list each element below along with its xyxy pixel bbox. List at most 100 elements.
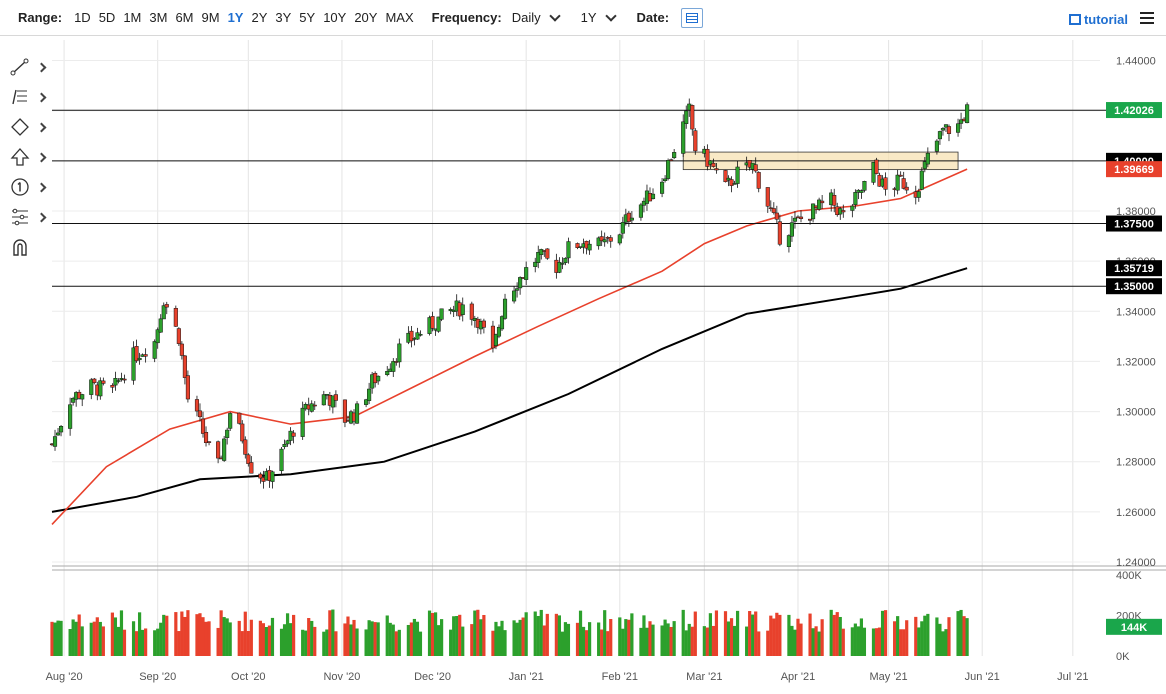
volume-bar	[162, 614, 166, 656]
tutorial-label: tutorial	[1083, 12, 1128, 27]
volume-bar	[198, 613, 202, 656]
trend-line-tool[interactable]	[10, 56, 47, 78]
range-20y[interactable]: 20Y	[354, 10, 378, 25]
magnet-tool[interactable]	[10, 236, 46, 258]
candle	[533, 261, 538, 267]
volume-bar	[841, 628, 845, 656]
volume-bar	[829, 609, 833, 656]
arrow-tool[interactable]	[10, 146, 47, 168]
volume-bar	[134, 631, 139, 656]
candle	[874, 159, 879, 174]
volume-bar	[663, 619, 667, 656]
candle	[596, 237, 601, 247]
toolbar: Range: 1D 5D 1M 3M 6M 9M 1Y 2Y 3Y 5Y 10Y 20Y MAX Fre…	[0, 0, 1166, 36]
candle	[536, 251, 541, 263]
volume-bar	[896, 616, 900, 656]
range-5d[interactable]: 5D	[98, 10, 116, 25]
candle	[587, 243, 592, 251]
volume-bar	[349, 624, 353, 656]
candle	[650, 193, 656, 200]
volume-bar	[122, 629, 127, 656]
calendar-icon[interactable]	[681, 7, 704, 28]
candle	[711, 162, 716, 167]
volume-bar	[832, 614, 836, 656]
candle	[131, 347, 136, 381]
volume-bar	[331, 609, 335, 656]
candle	[228, 413, 233, 429]
candle	[249, 462, 254, 474]
volume-bar	[575, 622, 580, 656]
candle	[216, 441, 221, 459]
candle	[200, 418, 206, 434]
volume-bar	[603, 610, 607, 656]
candle	[666, 160, 671, 179]
range-1y[interactable]: 1Y	[227, 10, 244, 25]
pitchfork-tool[interactable]	[10, 206, 47, 228]
candle	[768, 207, 773, 209]
range-1m[interactable]: 1M	[123, 10, 142, 25]
candle	[904, 186, 909, 191]
candle	[850, 205, 855, 211]
range-6m[interactable]: 6M	[175, 10, 194, 25]
candle	[608, 237, 613, 242]
volume-bar	[883, 610, 888, 656]
volume-bar	[539, 609, 543, 656]
candle	[756, 172, 761, 189]
candle	[539, 249, 544, 255]
volume-bar	[207, 621, 211, 656]
volume-bar	[165, 615, 169, 656]
volume-bar	[914, 616, 918, 656]
candle	[270, 471, 275, 482]
candle	[71, 397, 76, 403]
number-marker-tool[interactable]	[10, 176, 47, 198]
date-tick-label: Dec '20	[414, 671, 451, 683]
range-3m[interactable]: 3M	[149, 10, 168, 25]
volume-bar	[536, 615, 540, 656]
volume-label-box	[1106, 618, 1162, 635]
range-5y[interactable]: 5Y	[299, 10, 316, 25]
volume-bar	[237, 620, 241, 656]
volume-bar	[352, 619, 356, 656]
volume-bar	[53, 622, 57, 656]
volume-bar	[926, 613, 930, 656]
volume-bar	[880, 610, 885, 656]
fibonacci-tool[interactable]	[10, 86, 47, 108]
range-max[interactable]: MAX	[385, 10, 414, 25]
candle	[690, 105, 695, 130]
range-3y[interactable]: 3Y	[275, 10, 292, 25]
range-10y[interactable]: 10Y	[323, 10, 347, 25]
volume-bar	[452, 616, 456, 656]
candle	[566, 241, 571, 259]
volume-bar	[141, 629, 145, 656]
tutorial-link[interactable]: tutorial	[1068, 12, 1128, 27]
candle	[883, 177, 888, 190]
volume-bar	[642, 615, 646, 656]
candle	[101, 380, 106, 384]
frequency-dropdown[interactable]: Daily	[512, 9, 561, 25]
volume-bar	[512, 620, 516, 656]
volume-bar	[325, 629, 329, 656]
candle	[732, 183, 737, 185]
volume-bar	[584, 630, 589, 656]
volume-bar	[962, 616, 966, 656]
hamburger-menu-icon[interactable]	[1140, 12, 1154, 24]
period-dropdown[interactable]: 1Y	[581, 9, 617, 25]
shapes-tool[interactable]	[10, 116, 47, 138]
candle	[729, 179, 734, 186]
volume-bar	[871, 628, 876, 656]
range-1d[interactable]: 1D	[74, 10, 91, 25]
range-2y[interactable]: 2Y	[251, 10, 268, 25]
volume-bar	[630, 613, 634, 656]
volume-bar	[433, 612, 438, 656]
volume-bar	[494, 621, 498, 656]
price-label-box	[1106, 215, 1162, 232]
volume-bar	[216, 627, 220, 656]
candle	[922, 161, 927, 169]
volume-bar	[578, 610, 583, 656]
range-9m[interactable]: 9M	[201, 10, 220, 25]
volume-bar	[80, 626, 84, 656]
volume-bar	[624, 619, 628, 656]
candle	[55, 432, 61, 436]
candle	[496, 326, 502, 337]
